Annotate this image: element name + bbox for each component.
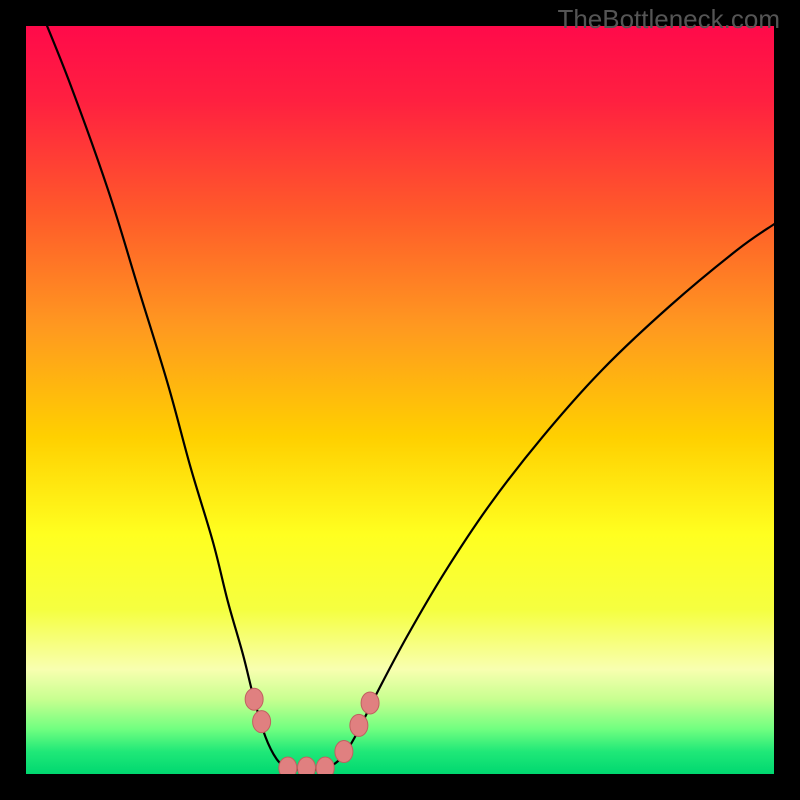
chart-canvas: TheBottleneck.com <box>0 0 800 800</box>
marker-point <box>335 741 353 763</box>
marker-point <box>316 757 334 774</box>
watermark-text: TheBottleneck.com <box>557 4 780 35</box>
marker-point <box>361 692 379 714</box>
marker-point <box>350 714 368 736</box>
marker-point <box>245 688 263 710</box>
plot-area <box>26 26 774 774</box>
marker-group <box>245 688 379 774</box>
chart-svg <box>26 26 774 774</box>
marker-point <box>253 711 271 733</box>
marker-point <box>298 757 316 774</box>
bottleneck-curve <box>41 26 774 770</box>
marker-point <box>279 757 297 774</box>
